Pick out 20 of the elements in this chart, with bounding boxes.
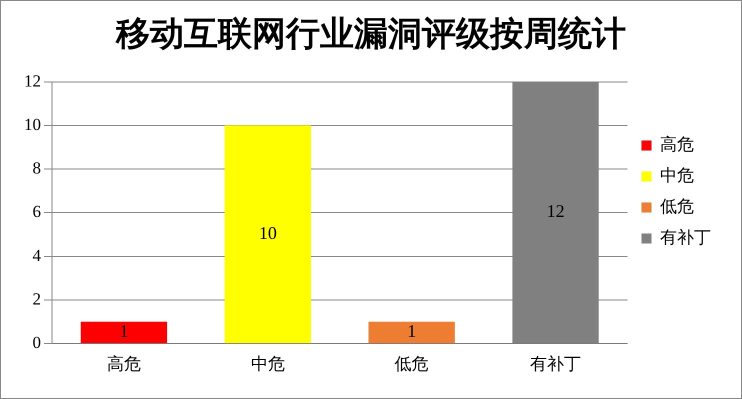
legend-label: 高危 [660, 134, 694, 154]
data-label: 10 [258, 223, 277, 243]
chart-title: 移动互联网行业漏洞评级按周统计 [115, 15, 626, 54]
y-tick-label: 0 [32, 333, 41, 352]
y-tick-label: 4 [32, 246, 42, 265]
data-label: 1 [407, 321, 416, 342]
data-label: 1 [119, 321, 128, 342]
y-tick-label: 6 [32, 202, 41, 222]
x-tick-label: 低危 [394, 354, 429, 374]
legend-label: 低危 [660, 196, 694, 216]
y-tick-label: 12 [24, 71, 41, 90]
x-tick-label: 高危 [106, 354, 141, 374]
y-tick-label: 8 [32, 158, 41, 178]
y-tick-label: 10 [24, 114, 41, 134]
legend-label: 有补丁 [660, 228, 711, 247]
x-tick-label: 中危 [250, 354, 285, 374]
data-label: 12 [546, 201, 565, 222]
x-tick-label: 有补丁 [530, 354, 582, 374]
y-tick-label: 2 [32, 289, 41, 308]
legend-label: 中危 [660, 166, 694, 185]
